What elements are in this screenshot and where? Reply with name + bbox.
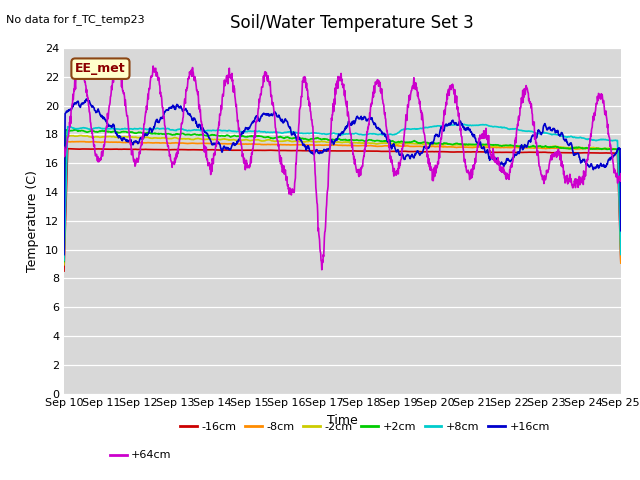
+8cm: [308, 130, 316, 136]
+2cm: [104, 129, 111, 134]
Line: -8cm: -8cm: [64, 142, 621, 263]
X-axis label: Time: Time: [327, 414, 358, 427]
-8cm: [77, 139, 84, 144]
-2cm: [104, 134, 111, 140]
+2cm: [308, 136, 316, 142]
+8cm: [296, 131, 304, 136]
Line: +2cm: +2cm: [64, 130, 621, 262]
Text: EE_met: EE_met: [75, 62, 126, 75]
+8cm: [126, 126, 134, 132]
Legend: -16cm, -8cm, -2cm, +2cm, +8cm, +16cm: -16cm, -8cm, -2cm, +2cm, +8cm, +16cm: [175, 417, 554, 436]
-16cm: [297, 148, 305, 154]
+64cm: [76, 60, 83, 65]
-8cm: [308, 142, 316, 148]
-8cm: [104, 139, 111, 145]
-8cm: [318, 142, 326, 148]
+64cm: [126, 140, 134, 145]
-2cm: [297, 139, 305, 144]
+64cm: [308, 120, 316, 126]
+64cm: [378, 86, 385, 92]
-8cm: [378, 144, 385, 149]
+16cm: [378, 129, 385, 134]
+64cm: [617, 171, 625, 177]
Text: No data for f_TC_temp23: No data for f_TC_temp23: [6, 14, 145, 25]
+64cm: [60, 144, 68, 150]
Line: +16cm: +16cm: [64, 99, 621, 254]
-8cm: [60, 256, 68, 262]
+64cm: [104, 110, 111, 116]
-8cm: [617, 260, 625, 266]
+16cm: [318, 149, 326, 155]
+2cm: [62, 127, 70, 132]
+8cm: [377, 132, 385, 137]
Text: Soil/Water Temperature Set 3: Soil/Water Temperature Set 3: [230, 14, 474, 33]
+16cm: [617, 228, 625, 234]
+16cm: [126, 137, 134, 143]
-2cm: [318, 138, 326, 144]
-2cm: [126, 134, 134, 140]
-16cm: [60, 268, 68, 274]
-8cm: [297, 142, 305, 148]
+2cm: [126, 129, 134, 135]
+2cm: [318, 136, 326, 142]
Line: -2cm: -2cm: [64, 135, 621, 265]
+64cm: [297, 103, 305, 109]
+8cm: [60, 257, 68, 263]
+16cm: [104, 120, 111, 126]
Line: -16cm: -16cm: [64, 149, 621, 271]
-16cm: [104, 146, 111, 152]
-8cm: [126, 140, 134, 145]
+16cm: [308, 150, 316, 156]
-16cm: [65, 146, 73, 152]
-2cm: [77, 132, 84, 138]
+2cm: [297, 135, 305, 141]
-2cm: [617, 248, 625, 254]
+8cm: [318, 131, 326, 137]
-16cm: [617, 258, 625, 264]
Line: +64cm: +64cm: [64, 62, 621, 270]
+8cm: [460, 121, 468, 127]
-2cm: [60, 262, 68, 268]
+16cm: [60, 252, 68, 257]
-2cm: [308, 139, 316, 144]
+2cm: [60, 259, 68, 264]
+2cm: [378, 138, 385, 144]
+2cm: [617, 244, 625, 250]
Line: +8cm: +8cm: [64, 124, 621, 260]
-2cm: [378, 140, 385, 146]
-16cm: [318, 148, 326, 154]
+64cm: [319, 257, 326, 263]
-16cm: [126, 146, 134, 152]
+16cm: [84, 96, 92, 102]
-16cm: [378, 148, 385, 154]
+64cm: [318, 267, 326, 273]
Y-axis label: Temperature (C): Temperature (C): [26, 170, 39, 272]
Legend: +64cm: +64cm: [106, 446, 176, 465]
+16cm: [297, 136, 305, 142]
+8cm: [103, 126, 111, 132]
+8cm: [617, 252, 625, 257]
-16cm: [308, 148, 316, 154]
